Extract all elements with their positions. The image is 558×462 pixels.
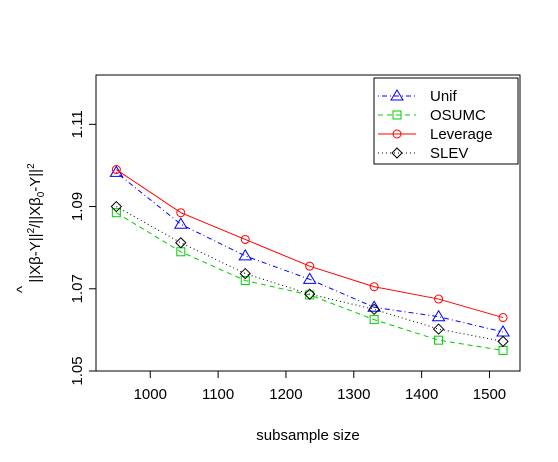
data-point-leverage [111, 165, 121, 175]
y-tick-label: 1.05 [69, 356, 86, 385]
x-tick-label: 1500 [473, 386, 506, 403]
series-line-leverage [116, 169, 504, 319]
legend-label-osumc: OSUMC [430, 107, 486, 124]
legend-marker-slev [391, 147, 403, 159]
y-axis-title-sq-2: 2 [26, 163, 37, 169]
legend-item-osumc: OSUMC [378, 107, 486, 124]
data-point-leverage [498, 313, 508, 323]
legend-label-unif: Unif [430, 88, 458, 105]
y-axis-title-tail: -Y|| [27, 169, 44, 192]
series-line-unif [116, 172, 504, 333]
data-point-slev [497, 335, 509, 348]
x-tick-label: 1400 [405, 386, 438, 403]
x-tick-label: 1100 [202, 386, 234, 403]
series-layer [109, 165, 510, 355]
data-point-unif [431, 309, 446, 322]
data-point-slev [110, 200, 123, 213]
legend: Unif OSUMC Leverage SLEV [373, 77, 519, 165]
data-point-osumc [369, 315, 379, 325]
y-axis-title-hat: ^ [14, 286, 31, 293]
x-tick-label: 1200 [269, 386, 302, 403]
data-point-slev [432, 323, 445, 335]
plot-frame [95, 74, 521, 372]
data-point-slev [175, 237, 187, 249]
data-point-slev [303, 288, 316, 300]
series-line-osumc [116, 212, 504, 351]
legend-item-leverage: Leverage [378, 126, 493, 143]
data-point-leverage [176, 208, 186, 218]
legend-item-slev: SLEV [378, 145, 468, 162]
y-axis-title-slash: /||Xβ [27, 197, 44, 228]
svg-text:||Xβ-Y||2/||Xβ0-Y||2: ||Xβ-Y||2/||Xβ0-Y||2 [26, 163, 47, 283]
data-point-unif [367, 300, 382, 312]
y-axis-title-sub: 0 [36, 191, 47, 197]
series-line-slev [116, 206, 504, 342]
y-axis: 1.05 1.07 1.09 1.11 [69, 110, 96, 386]
legend-marker-leverage [392, 129, 402, 139]
y-axis-title-sq-1: 2 [26, 227, 37, 233]
data-point-leverage [434, 294, 444, 304]
data-point-slev [239, 267, 251, 280]
data-point-osumc [240, 276, 250, 286]
legend-marker-osumc [392, 110, 402, 120]
y-tick-label: 1.07 [69, 274, 86, 303]
x-tick-label: 1000 [134, 386, 167, 403]
legend-item-unif: Unif [378, 88, 458, 105]
y-axis-title-main: ||Xβ-Y|| [27, 233, 44, 282]
y-axis-title: ||Xβ-Y||2/||Xβ0-Y||2 ^ [14, 163, 47, 293]
series-leverage [111, 165, 508, 323]
data-point-unif [302, 272, 317, 284]
series-slev [110, 200, 509, 348]
data-point-osumc [111, 208, 121, 218]
data-point-leverage [240, 234, 250, 244]
data-point-slev [368, 303, 380, 316]
data-point-unif [173, 217, 188, 229]
y-tick-label: 1.11 [69, 110, 86, 138]
legend-label-slev: SLEV [430, 145, 468, 162]
x-axis-title: subsample size [256, 427, 359, 444]
data-point-unif [238, 248, 253, 261]
data-point-leverage [305, 261, 315, 271]
data-point-leverage [369, 282, 379, 292]
legend-marker-unif [390, 89, 404, 101]
x-axis: 1000 1100 1200 1300 1400 1500 [134, 371, 506, 403]
legend-label-leverage: Leverage [430, 126, 493, 143]
y-tick-label: 1.09 [69, 192, 86, 221]
data-point-osumc [434, 335, 444, 345]
x-tick-label: 1300 [337, 386, 370, 403]
